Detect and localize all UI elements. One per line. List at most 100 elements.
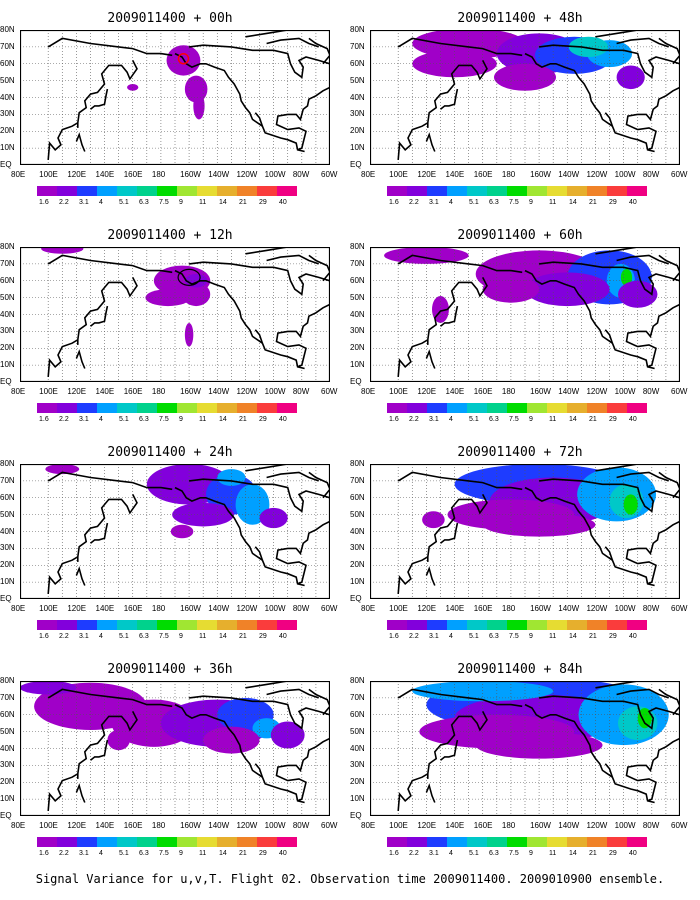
latitude-label: 70N (350, 41, 365, 51)
colorbar-label: 2.2 (409, 850, 419, 857)
colorbar-swatch (527, 620, 547, 630)
colorbar (37, 620, 297, 630)
colorbar-label: 40 (629, 199, 637, 206)
latitude-label: 60N (350, 58, 365, 68)
colorbar-swatch (547, 403, 567, 413)
coastline (425, 783, 436, 803)
coastline (308, 37, 330, 65)
colorbar-swatch (447, 186, 467, 196)
latitude-label: 60N (0, 58, 15, 68)
coastline (539, 44, 680, 79)
colorbar-swatch (587, 620, 607, 630)
longitude-label: 160W (180, 604, 201, 613)
longitude-label: 60W (321, 821, 338, 830)
coastline (604, 763, 614, 778)
latitude-label: 70N (350, 475, 365, 485)
figure-caption: Signal Variance for u,v,T. Flight 02. Ob… (35, 872, 665, 886)
map-panel: 2009011400 + 72h 80N 70N 60N 50N 40N 30N 20N 10N… (350, 434, 690, 644)
colorbar-swatch (427, 620, 447, 630)
latitude-label: EQ (350, 594, 362, 603)
panel-title: 2009011400 + 24h (107, 445, 233, 460)
longitude-label: 80E (361, 604, 376, 613)
colorbar-swatch (427, 403, 447, 413)
panel-title: 2009011400 + 60h (457, 228, 583, 243)
longitude-label: 100W (614, 387, 636, 396)
map-plot (20, 681, 330, 816)
longitude-label: 60W (671, 387, 688, 396)
colorbar-swatch (547, 837, 567, 847)
colorbar-swatch (387, 403, 407, 413)
colorbar-label: 7.5 (159, 850, 169, 857)
colorbar-swatch (277, 620, 297, 630)
longitude-label: 100W (264, 604, 286, 613)
colorbar-swatch (277, 403, 297, 413)
colorbar-label: 9 (179, 416, 183, 423)
longitude-label: 180 (151, 604, 166, 613)
longitude-label: 160E (123, 170, 143, 179)
longitude-label: 100E (39, 821, 58, 830)
colorbar-swatch (507, 403, 527, 413)
colorbar-label: 14 (219, 633, 227, 640)
longitude-label: 140E (95, 821, 115, 830)
coastlines (397, 30, 680, 160)
colorbar-label: 29 (259, 416, 267, 423)
latitude-label: 40N (0, 526, 15, 536)
longitude-label: 120W (586, 170, 608, 179)
latitude-label: 40N (0, 743, 15, 753)
colorbar-label: 7.5 (159, 199, 169, 206)
coastline (254, 112, 264, 127)
colorbar-label: 7.5 (509, 199, 519, 206)
colorbar-label: 40 (629, 850, 637, 857)
colorbar-label: 29 (609, 416, 617, 423)
colorbar-label: 2.2 (59, 416, 69, 423)
longitude-label: 140E (95, 170, 115, 179)
latitude-label: 40N (0, 309, 15, 319)
coastline (616, 254, 669, 265)
longitude-label: 160W (530, 387, 551, 396)
colorbar-label: 11 (549, 416, 557, 423)
coastline (266, 471, 319, 482)
colorbar-label: 6.3 (139, 199, 149, 206)
coastline (524, 52, 655, 153)
coastline (75, 349, 86, 369)
colorbar-label: 3.1 (429, 199, 439, 206)
colorbar-label: 6.3 (489, 416, 499, 423)
colorbar-label: 9 (179, 633, 183, 640)
longitude-label: 80W (292, 387, 310, 396)
colorbar-label: 29 (259, 199, 267, 206)
colorbar-swatch (237, 186, 257, 196)
latitude-label: 20N (0, 126, 15, 136)
colorbar-swatch (467, 620, 487, 630)
colorbar-label: 1.6 (39, 199, 49, 206)
colorbar-label: 7.5 (509, 633, 519, 640)
coastline (595, 30, 666, 38)
coastline (397, 688, 523, 708)
grid-lines (370, 247, 680, 382)
longitude-label: 180 (151, 170, 166, 179)
colorbar-label: 2.2 (59, 199, 69, 206)
coastline (75, 566, 86, 586)
colorbar-label: 29 (259, 850, 267, 857)
latitude-label: 70N (0, 475, 15, 485)
longitude-label: 160W (180, 170, 201, 179)
colorbar-swatch (567, 620, 587, 630)
colorbar (37, 837, 297, 847)
grid-lines (20, 30, 330, 165)
map-panel: 2009011400 + 12h 80N 70N 60N 50N 40N 30N 20N 10N… (0, 217, 340, 427)
colorbar-label: 9 (529, 850, 533, 857)
colorbar-swatch (257, 620, 277, 630)
colorbar-swatch (527, 403, 547, 413)
longitude-label: 100E (389, 604, 408, 613)
latitude-label: 70N (0, 41, 15, 51)
grid-lines (20, 464, 330, 599)
colorbar-swatch (627, 620, 647, 630)
longitude-label: 80W (642, 387, 660, 396)
coastline (254, 546, 264, 561)
latitude-label: 40N (0, 92, 15, 102)
colorbar-label: 9 (179, 199, 183, 206)
longitude-label: 160W (530, 604, 551, 613)
panel-title: 2009011400 + 84h (457, 662, 583, 677)
colorbar-label: 21 (239, 416, 247, 423)
colorbar-swatch (37, 837, 57, 847)
colorbar-label: 21 (589, 633, 597, 640)
